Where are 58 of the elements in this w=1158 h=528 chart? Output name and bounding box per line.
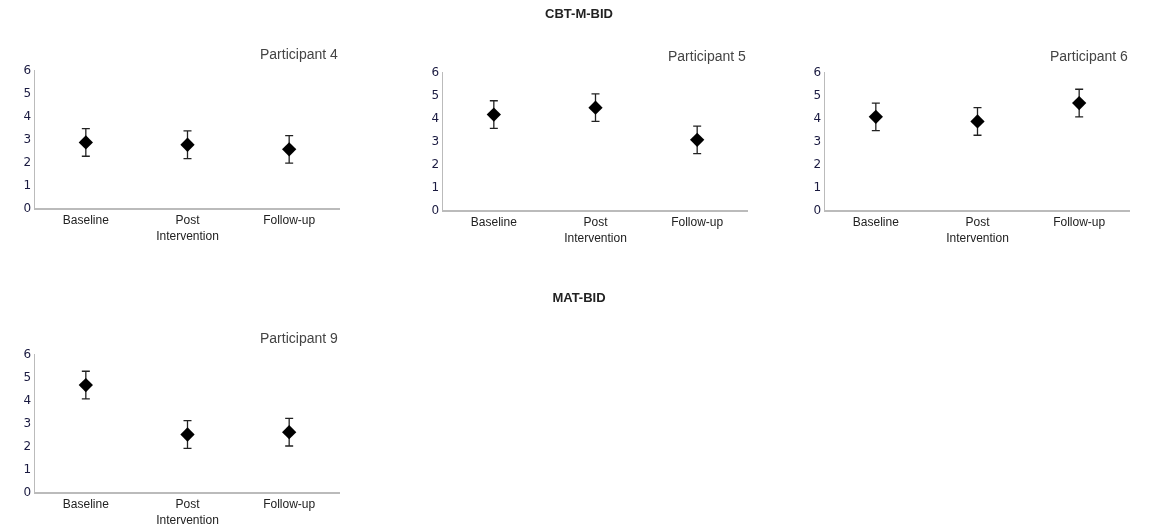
y-tick-label: 5 <box>23 86 32 101</box>
point <box>282 425 297 440</box>
y-tick-label: 3 <box>23 132 32 147</box>
y-tick-label: 4 <box>23 109 32 124</box>
text: CBT-M-BID <box>544 6 614 21</box>
y-tick-label: 6 <box>23 347 32 362</box>
y-tick-label: 6 <box>813 65 822 80</box>
y-tick-label: 3 <box>813 134 822 149</box>
y-tick-label: 2 <box>23 155 32 170</box>
y-tick-label: 4 <box>431 111 440 126</box>
y-tick-label: 6 <box>23 63 32 78</box>
y-tick-label: 2 <box>431 157 440 172</box>
text: Participant 6 <box>1050 48 1129 64</box>
y-tick-label: 2 <box>23 439 32 454</box>
point <box>1072 95 1087 111</box>
y-tick-label: 4 <box>813 111 822 126</box>
point <box>180 137 195 152</box>
x-tick-label: Post Intervention <box>156 212 219 243</box>
y-tick-label: 1 <box>431 180 440 195</box>
x-tick-label: Baseline <box>852 214 900 229</box>
y-tick-label: 0 <box>813 203 822 218</box>
point <box>180 427 195 442</box>
x-tick-label: Follow-up <box>671 214 724 229</box>
y-tick-label: 0 <box>23 201 32 216</box>
y-tick-label: 0 <box>431 203 440 218</box>
x-tick-label: Post Intervention <box>564 214 627 245</box>
y-tick-label: 6 <box>431 65 440 80</box>
y-tick-label: 0 <box>23 485 32 500</box>
y-tick-label: 5 <box>23 370 32 385</box>
y-tick-label: 1 <box>23 178 32 193</box>
point <box>282 142 297 157</box>
y-tick-label: 1 <box>813 180 822 195</box>
y-tick-label: 1 <box>23 462 32 477</box>
x-tick-label: Follow-up <box>1053 214 1106 229</box>
x-tick-label: Post Intervention <box>946 214 1009 245</box>
point <box>868 109 883 124</box>
x-tick-label: Follow-up <box>263 212 316 227</box>
point <box>78 135 93 150</box>
y-tick-label: 4 <box>23 393 32 408</box>
point <box>78 377 93 393</box>
x-tick-label: Baseline <box>470 214 518 229</box>
x-tick-label: Baseline <box>62 496 110 511</box>
text: MAT-BID <box>551 290 607 305</box>
x-tick-label: Post Intervention <box>156 496 219 527</box>
point <box>970 114 985 129</box>
text: Participant 5 <box>668 48 747 64</box>
text: Participant 9 <box>260 330 339 346</box>
y-tick-label: 5 <box>431 88 440 103</box>
point <box>690 132 705 147</box>
x-tick-label: Follow-up <box>263 496 316 511</box>
x-tick-label: Baseline <box>62 212 110 227</box>
y-tick-label: 2 <box>813 157 822 172</box>
y-tick-label: 5 <box>813 88 822 103</box>
y-tick-label: 3 <box>23 416 32 431</box>
point <box>486 107 501 122</box>
text: Participant 4 <box>260 46 339 62</box>
y-tick-label: 3 <box>431 134 440 149</box>
point <box>588 100 603 115</box>
